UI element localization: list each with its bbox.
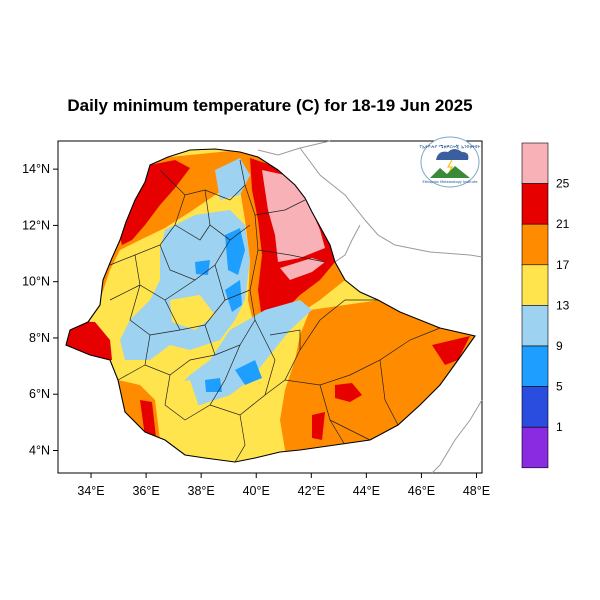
x-tick-label: 40°E [243, 484, 270, 498]
x-axis-ticks: 34°E 36°E 38°E 40°E 42°E 44°E 46°E 48°E [77, 473, 490, 498]
y-tick-label: 10°N [22, 275, 50, 289]
country-outline [65, 148, 476, 463]
y-tick-label: 8°N [29, 331, 50, 345]
colorbar-label: 1 [556, 420, 563, 434]
colorbar-label: 25 [556, 177, 570, 191]
colorbar-label: 17 [556, 258, 570, 272]
y-axis-ticks: 4°N 6°N 8°N 10°N 12°N 14°N [22, 162, 58, 457]
x-tick-label: 44°E [353, 484, 380, 498]
x-tick-label: 42°E [298, 484, 325, 498]
colorbar-label: 5 [556, 380, 563, 394]
y-tick-label: 14°N [22, 162, 50, 176]
logo-amharic-text: የኢትዮጵያ ሜቲዎሮሎጂ ኢንስቲትዩት [420, 145, 481, 150]
colorbar-bin [521, 345, 549, 387]
colorbar-label: 13 [556, 298, 570, 312]
colorbar-bin [521, 305, 549, 347]
y-tick-label: 6°N [29, 387, 50, 401]
institute-logo: የኢትዮጵያ ሜቲዎሮሎጂ ኢንስቲትዩት Ethiopian Meteorol… [420, 136, 481, 188]
x-tick-label: 38°E [188, 484, 215, 498]
colorbar-bin [521, 183, 549, 225]
colorbar-bin [521, 142, 549, 184]
x-tick-label: 36°E [132, 484, 159, 498]
lightning-icon [446, 159, 453, 174]
colorbar: 25 21 17 13 9 5 1 [521, 142, 570, 469]
colorbar-bin [521, 426, 549, 469]
admin-borders [109, 159, 441, 462]
colorbar-bin [521, 223, 549, 266]
colorbar-bin [521, 264, 549, 306]
x-tick-label: 48°E [463, 484, 490, 498]
y-tick-label: 4°N [29, 443, 50, 457]
colorbar-label: 21 [556, 217, 570, 231]
logo-subtext: Ethiopian Meteorology Institute [423, 180, 478, 184]
x-tick-label: 34°E [77, 484, 104, 498]
colorbar-label: 9 [556, 339, 563, 353]
cloud-icon [436, 149, 469, 160]
neighbor-borders [257, 140, 483, 474]
mountain-icon [430, 166, 470, 178]
x-tick-label: 46°E [408, 484, 435, 498]
colorbar-bin [521, 386, 549, 428]
map-title: Daily minimum temperature (C) for 18-19 … [67, 96, 473, 115]
y-tick-label: 12°N [22, 218, 50, 232]
